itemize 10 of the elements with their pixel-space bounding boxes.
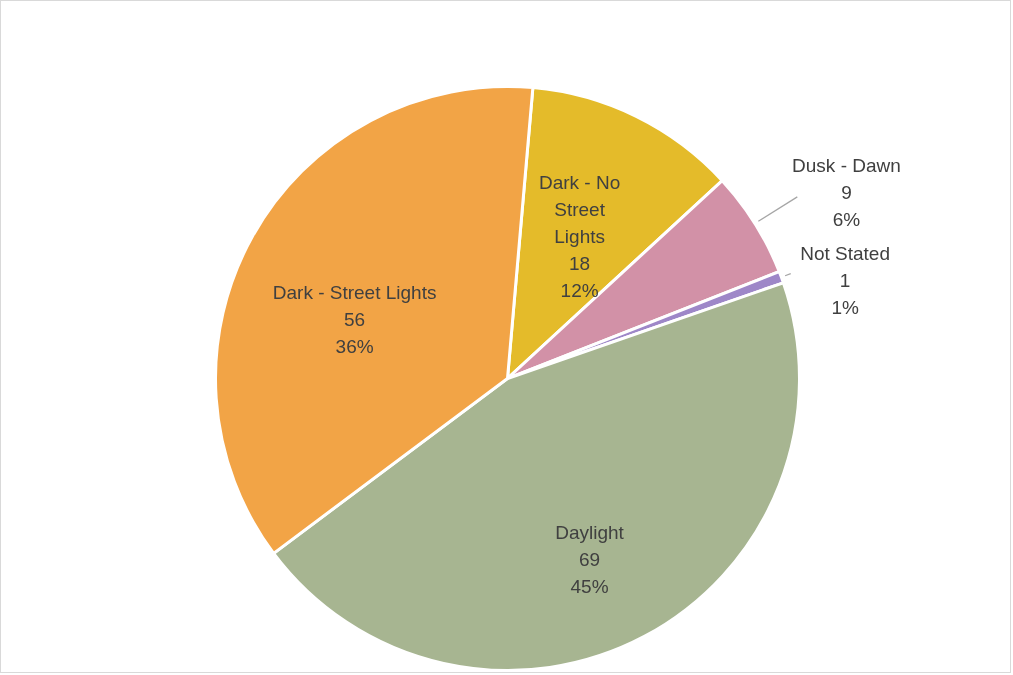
data-label: 9 6% — [832, 182, 861, 231]
slice-label: Not Stated — [800, 242, 891, 264]
slice-label: Dark - Street Lights — [272, 282, 437, 304]
data-label: 1 1% — [831, 269, 859, 318]
data-label: 56 36% — [335, 309, 374, 358]
data-label: 69 45% — [570, 549, 609, 598]
slice-label: Dark - No Street Lights — [538, 171, 621, 247]
slice-label: Dusk - Dawn — [792, 155, 901, 177]
data-label: 18 12% — [560, 252, 599, 301]
slice-label: Daylight — [555, 522, 625, 544]
